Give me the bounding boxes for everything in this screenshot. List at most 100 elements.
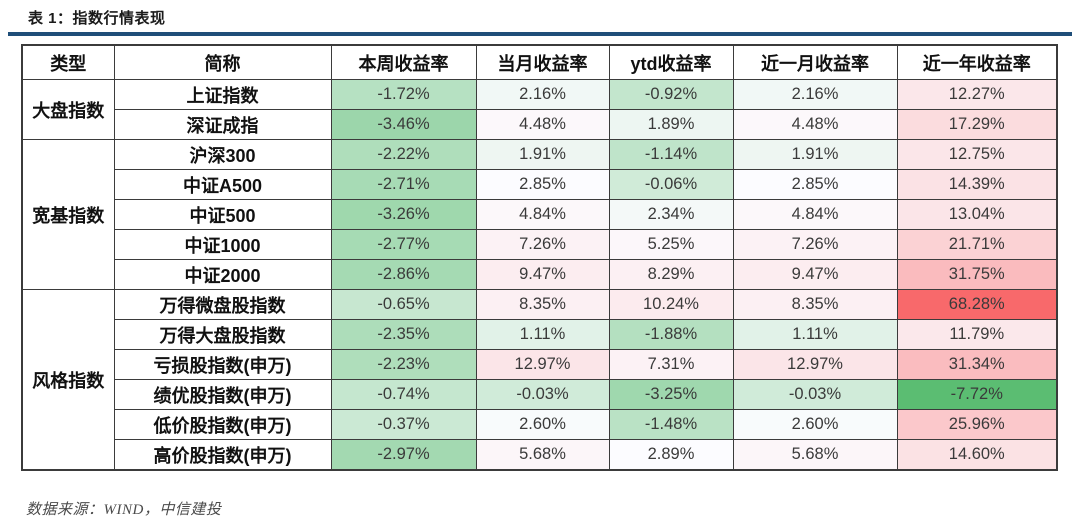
return-value-cell: 4.48% <box>732 109 898 140</box>
return-value-cell: 5.25% <box>608 229 734 260</box>
return-value-cell: 31.75% <box>896 259 1058 290</box>
index-name-cell: 上证指数 <box>113 79 332 110</box>
return-value-cell: 17.29% <box>896 109 1058 140</box>
table-row: 亏损股指数(申万) -2.23% 12.97% 7.31% 12.97% 31.34% <box>22 349 1058 380</box>
return-value-cell: -0.92% <box>608 79 734 110</box>
return-value-cell: -2.22% <box>330 139 477 170</box>
table-body: 大盘指数 上证指数 -1.72% 2.16% -0.92% 2.16% 12.27% 深证成指… <box>21 79 1058 471</box>
return-value-cell: -2.77% <box>330 229 477 260</box>
header-cell-1: 简称 <box>113 44 332 80</box>
return-value-cell: -2.97% <box>330 439 477 471</box>
return-value-cell: 4.84% <box>475 199 610 230</box>
return-value-cell: -0.06% <box>608 169 734 200</box>
return-value-cell: -1.48% <box>608 409 734 440</box>
table-row: 中证2000 -2.86% 9.47% 8.29% 9.47% 31.75% <box>22 259 1058 290</box>
index-name-cell: 沪深300 <box>113 139 332 170</box>
return-value-cell: 2.85% <box>732 169 898 200</box>
return-value-cell: -2.23% <box>330 349 477 380</box>
return-value-cell: 25.96% <box>896 409 1058 440</box>
return-value-cell: 4.48% <box>475 109 610 140</box>
index-name-cell: 高价股指数(申万) <box>113 439 332 471</box>
header-cell-2: 本周收益率 <box>330 44 477 80</box>
return-value-cell: 21.71% <box>896 229 1058 260</box>
return-value-cell: -7.72% <box>896 379 1058 410</box>
table-row: 宽基指数 沪深300 -2.22% 1.91% -1.14% 1.91% 12.75% <box>21 139 1058 290</box>
return-value-cell: 10.24% <box>608 289 734 320</box>
return-value-cell: -3.25% <box>608 379 734 410</box>
return-value-cell: 11.79% <box>896 319 1058 350</box>
header-cell-5: 近一月收益率 <box>732 44 898 80</box>
index-name-cell: 中证A500 <box>113 169 332 200</box>
return-value-cell: 31.34% <box>896 349 1058 380</box>
return-value-cell: -2.86% <box>330 259 477 290</box>
title-accent-rule <box>8 32 1072 36</box>
return-value-cell: 1.11% <box>732 319 898 350</box>
return-value-cell: 1.11% <box>475 319 610 350</box>
table-row: 高价股指数(申万) -2.97% 5.68% 2.89% 5.68% 14.60% <box>22 439 1058 471</box>
return-value-cell: 7.31% <box>608 349 734 380</box>
table-row: 中证1000 -2.77% 7.26% 5.25% 7.26% 21.71% <box>22 229 1058 260</box>
return-value-cell: 2.60% <box>475 409 610 440</box>
return-value-cell: 1.91% <box>475 139 610 170</box>
return-value-cell: 12.97% <box>475 349 610 380</box>
table-row: 深证成指 -3.46% 4.48% 1.89% 4.48% 17.29% <box>22 109 1058 140</box>
return-value-cell: -3.26% <box>330 199 477 230</box>
table-row: 大盘指数 上证指数 -1.72% 2.16% -0.92% 2.16% 12.27% <box>21 79 1058 140</box>
table-row: 中证500 -3.26% 4.84% 2.34% 4.84% 13.04% <box>22 199 1058 230</box>
return-value-cell: 1.89% <box>608 109 734 140</box>
return-value-cell: 2.60% <box>732 409 898 440</box>
index-performance-table: 类型 简称 本周收益率 当月收益率 ytd收益率 近一月收益率 近一年收益率 大盘指数 上证指… <box>21 44 1058 471</box>
return-value-cell: -2.71% <box>330 169 477 200</box>
return-value-cell: 68.28% <box>896 289 1058 320</box>
table-row: 万得大盘股指数 -2.35% 1.11% -1.88% 1.11% 11.79% <box>22 319 1058 350</box>
return-value-cell: -3.46% <box>330 109 477 140</box>
return-value-cell: 8.29% <box>608 259 734 290</box>
return-value-cell: 14.60% <box>896 439 1058 471</box>
return-value-cell: 2.85% <box>475 169 610 200</box>
return-value-cell: -1.88% <box>608 319 734 350</box>
return-value-cell: 12.75% <box>896 139 1058 170</box>
index-name-cell: 万得微盘股指数 <box>113 289 332 320</box>
table-row: 低价股指数(申万) -0.37% 2.60% -1.48% 2.60% 25.96% <box>22 409 1058 440</box>
header-cell-0: 类型 <box>21 44 115 80</box>
return-value-cell: 12.27% <box>896 79 1058 110</box>
table-row: 中证A500 -2.71% 2.85% -0.06% 2.85% 14.39% <box>22 169 1058 200</box>
return-value-cell: -1.72% <box>330 79 477 110</box>
return-value-cell: 13.04% <box>896 199 1058 230</box>
table-row: 绩优股指数(申万) -0.74% -0.03% -3.25% -0.03% -7.72% <box>22 379 1058 410</box>
index-name-cell: 绩优股指数(申万) <box>113 379 332 410</box>
return-value-cell: 2.16% <box>475 79 610 110</box>
index-name-cell: 万得大盘股指数 <box>113 319 332 350</box>
return-value-cell: 9.47% <box>732 259 898 290</box>
return-value-cell: 5.68% <box>475 439 610 471</box>
index-name-cell: 中证1000 <box>113 229 332 260</box>
return-value-cell: 5.68% <box>732 439 898 471</box>
return-value-cell: -2.35% <box>330 319 477 350</box>
header-cell-3: 当月收益率 <box>475 44 610 80</box>
table-row: 风格指数 万得微盘股指数 -0.65% 8.35% 10.24% 8.35% 68.28% <box>21 289 1058 471</box>
return-value-cell: -1.14% <box>608 139 734 170</box>
return-value-cell: -0.65% <box>330 289 477 320</box>
group-type-cell: 大盘指数 <box>21 79 115 140</box>
index-name-cell: 亏损股指数(申万) <box>113 349 332 380</box>
return-value-cell: 14.39% <box>896 169 1058 200</box>
return-value-cell: 12.97% <box>732 349 898 380</box>
index-name-cell: 中证500 <box>113 199 332 230</box>
return-value-cell: -0.74% <box>330 379 477 410</box>
index-name-cell: 低价股指数(申万) <box>113 409 332 440</box>
table-header: 类型 简称 本周收益率 当月收益率 ytd收益率 近一月收益率 近一年收益率 <box>21 44 1058 80</box>
return-value-cell: -0.37% <box>330 409 477 440</box>
return-value-cell: -0.03% <box>732 379 898 410</box>
return-value-cell: 2.34% <box>608 199 734 230</box>
return-value-cell: 9.47% <box>475 259 610 290</box>
return-value-cell: 7.26% <box>732 229 898 260</box>
index-name-cell: 深证成指 <box>113 109 332 140</box>
source-note: 数据来源：WIND，中信建投 <box>26 502 222 518</box>
return-value-cell: 4.84% <box>732 199 898 230</box>
header-cell-4: ytd收益率 <box>608 44 734 80</box>
return-value-cell: 2.89% <box>608 439 734 471</box>
return-value-cell: 8.35% <box>475 289 610 320</box>
header-cell-6: 近一年收益率 <box>896 44 1058 80</box>
group-type-cell: 宽基指数 <box>21 139 115 290</box>
page-title: 表 1：指数行情表现 <box>28 10 166 27</box>
